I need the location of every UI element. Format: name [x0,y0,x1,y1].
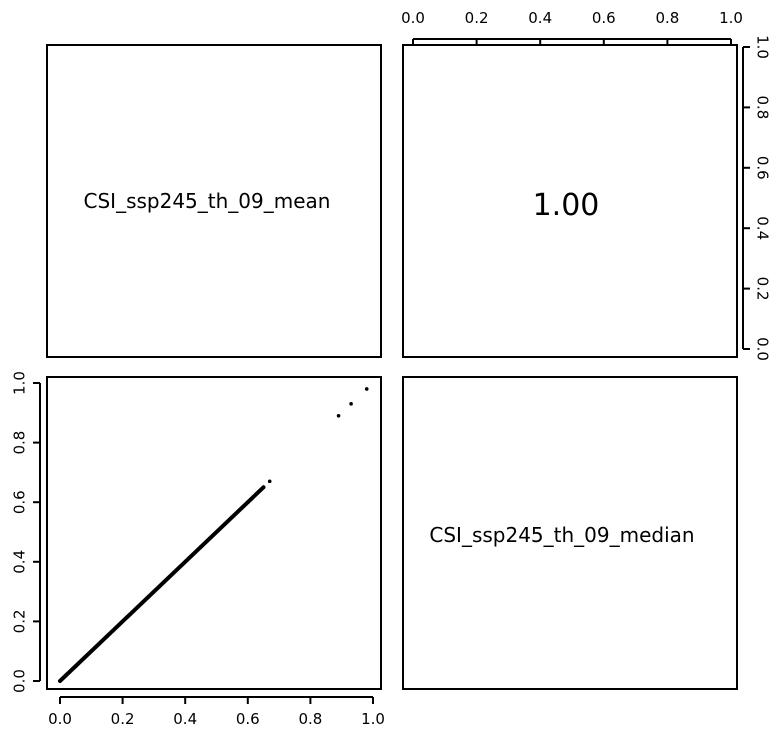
scatter-point [246,500,250,505]
variable-label-median: CSI_ssp245_th_09_median [429,523,694,547]
tick-label: 0.0 [48,710,72,728]
variable-label-mean: CSI_ssp245_th_09_mean [84,189,331,213]
scatter-point [364,387,369,391]
scatter-point [255,491,259,496]
bottom-x-axis: 0.0 0.2 0.4 0.6 0.8 1.0 [48,696,385,728]
tick-label: 0.8 [11,431,29,455]
tick-label: 0.6 [592,9,616,27]
tick-label: 0.8 [754,95,772,119]
panel-bottom-left [46,376,382,690]
tick-label: 0.4 [754,216,772,240]
tick-label: 1.0 [719,9,743,27]
scatter-point [267,479,272,484]
tick-label: 0.6 [236,710,260,728]
tick-label: 1.0 [754,35,772,59]
scatter-point [73,664,78,668]
tick-label: 0.4 [173,710,197,728]
panel-frame [46,376,382,690]
tick-label: 1.0 [361,710,385,728]
scatter-point [261,485,266,490]
scatter-point [58,679,62,683]
tick-label: 0.4 [528,9,552,27]
scatter-point [152,589,156,594]
scatter-dense-line [58,485,266,683]
tick-label: 0.0 [401,9,425,27]
scatter-point [199,545,203,549]
panel-top-right: 1.00 [402,44,738,358]
scatter-point [89,649,94,653]
tick-label: 0.2 [111,710,135,728]
scatter-point [83,655,87,659]
scatter-point [224,521,228,525]
scatter-point [183,560,187,564]
tick-label: 1.0 [11,371,29,395]
scatter-point [167,574,172,579]
scatter-point [120,619,125,624]
scatter-point [336,413,341,418]
right-y-axis: 0.0 0.2 0.4 0.6 0.8 1.0 [742,35,772,361]
scatter-point [214,530,219,534]
panel-bottom-right: CSI_ssp245_th_09_median [402,376,738,690]
tick-label: 0.2 [465,9,489,27]
tick-label: 0.4 [11,550,29,574]
panel-frame [46,44,382,358]
tick-label: 0.0 [11,669,29,693]
scatter-point [230,515,234,519]
scatter-points [58,387,369,683]
tick-label: 0.6 [754,156,772,180]
scatter-point [64,673,69,677]
left-y-axis: 0.0 0.2 0.4 0.6 0.8 1.0 [11,371,41,693]
scatter-point [349,402,353,406]
scatter-point [136,604,141,609]
tick-label: 0.0 [754,337,772,361]
panel-top-left: CSI_ssp245_th_09_mean [46,44,382,358]
panel-frame [402,376,738,690]
panel-frame [402,44,738,358]
tick-label: 0.8 [655,9,679,27]
tick-label: 0.8 [298,710,322,728]
correlation-value: 1.00 [533,188,600,223]
scatter-point [105,634,109,639]
tick-label: 0.2 [754,277,772,301]
tick-label: 0.6 [11,490,29,514]
top-x-axis: 0.0 0.2 0.4 0.6 0.8 1.0 [401,9,743,46]
tick-label: 0.2 [11,609,29,633]
